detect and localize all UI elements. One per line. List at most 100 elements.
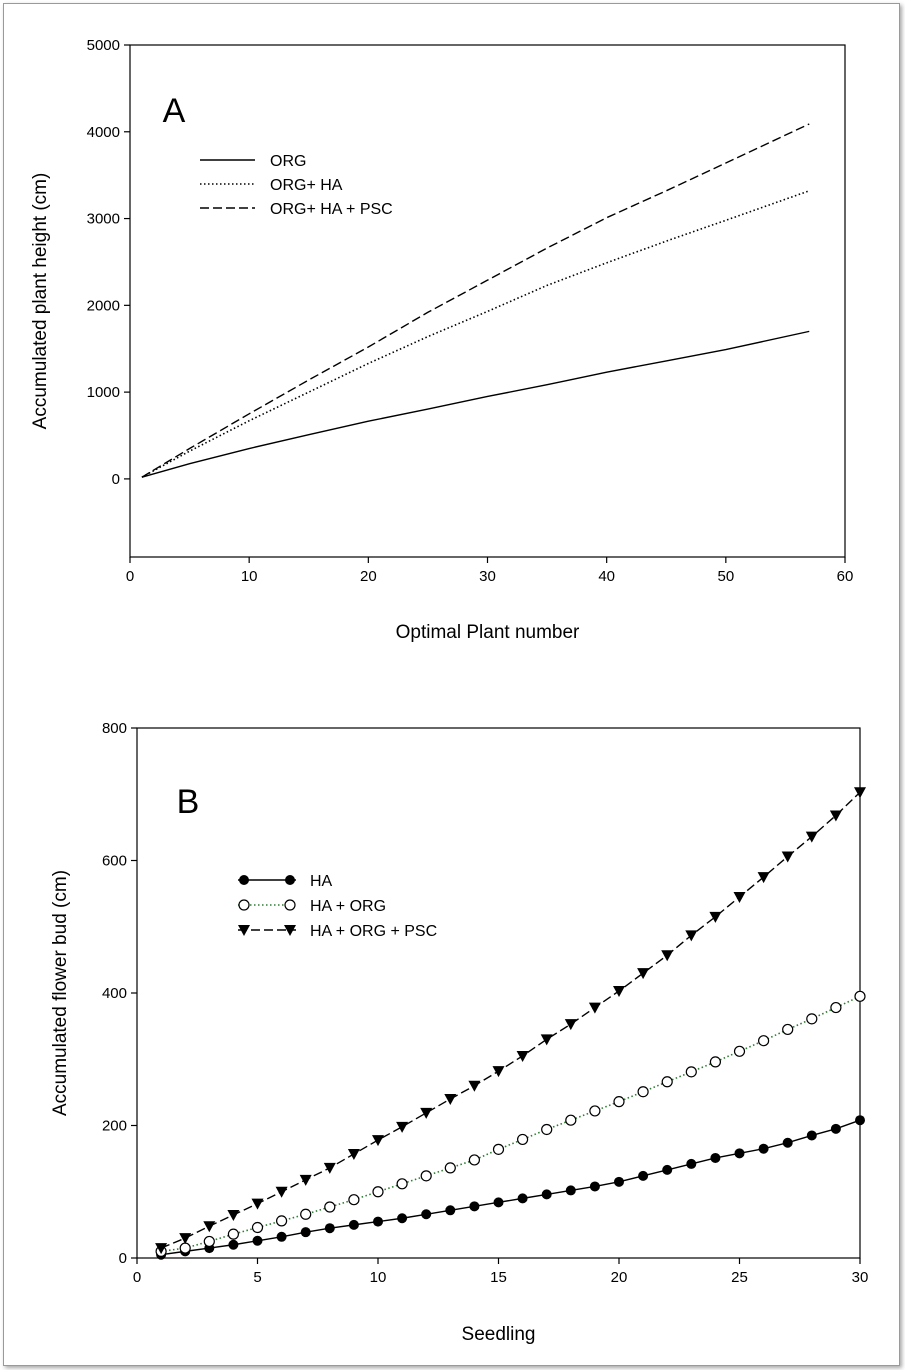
chart-panel-b: 0 200 400 600 800 0 5 10 15 20 25 30 Seedling Accumul…: [50, 720, 868, 1345]
y-tick-label: 800: [102, 720, 127, 737]
legend-label: HA + ORG + PSC: [310, 923, 437, 940]
data-point: [637, 968, 650, 980]
data-point: [468, 1154, 480, 1166]
data-point: [541, 1123, 553, 1136]
data-point: [284, 925, 296, 936]
y-axis-title: Accumulated flower bud (cm): [50, 870, 71, 1116]
y-tick-label: 4000: [87, 124, 120, 141]
data-point: [685, 1066, 697, 1078]
series-ha-org: [155, 990, 866, 1257]
data-point: [203, 1221, 216, 1233]
data-point: [492, 1143, 505, 1155]
series-line: [141, 190, 810, 478]
data-point: [781, 851, 794, 863]
legend-label: HA: [310, 873, 333, 890]
data-point: [238, 899, 250, 911]
data-point: [396, 1178, 408, 1190]
data-point: [420, 1107, 433, 1119]
y-tick-label: 600: [102, 853, 127, 870]
data-point: [373, 1216, 383, 1227]
data-point: [565, 1185, 576, 1196]
legend-entry: ORG+ HA: [200, 177, 343, 194]
data-point: [733, 891, 746, 903]
data-point: [323, 1162, 336, 1174]
x-tick-label: 20: [611, 1269, 628, 1286]
data-point: [854, 990, 866, 1002]
data-point: [251, 1221, 264, 1234]
data-point: [806, 1013, 818, 1025]
data-point: [179, 1242, 191, 1254]
data-point: [829, 810, 842, 822]
data-point: [300, 1208, 312, 1220]
data-point: [710, 1152, 721, 1163]
data-point: [348, 1219, 359, 1230]
data-point: [541, 1189, 552, 1200]
chart-panel-a: 0 1000 2000 3000 4000 5000 0 10 20 30 40 50 60 Optima…: [30, 37, 853, 643]
data-point: [251, 1198, 264, 1210]
x-tick-label: 10: [241, 568, 258, 585]
y-tick-label: 5000: [87, 37, 120, 54]
data-point: [300, 1227, 311, 1238]
x-tick-label: 40: [598, 568, 615, 585]
series-ha-org-psc: [155, 787, 866, 1255]
x-axis-title: Seedling: [462, 1324, 536, 1345]
data-point: [155, 1243, 168, 1255]
plot-area-frame: [129, 44, 846, 558]
x-tick-label: 30: [852, 1269, 869, 1286]
x-tick-label: 50: [717, 568, 734, 585]
data-point: [493, 1197, 504, 1208]
data-point: [324, 1223, 335, 1234]
x-axis-title: Optimal Plant number: [396, 622, 580, 643]
data-point: [709, 1056, 722, 1068]
figure-frame: [3, 3, 900, 1366]
series-org: [141, 330, 810, 478]
data-point: [662, 1164, 673, 1175]
data-point: [782, 1023, 794, 1036]
data-point: [589, 1181, 600, 1192]
legend-entry: HA + ORG + PSC: [238, 923, 437, 940]
data-point: [285, 875, 295, 885]
data-point: [758, 1143, 769, 1154]
data-point: [179, 1233, 192, 1245]
panel-letter: A: [163, 92, 186, 130]
x-tick-label: 0: [126, 568, 134, 585]
data-point: [661, 1076, 673, 1088]
data-point: [239, 875, 249, 885]
legend-label: ORG+ HA: [270, 177, 343, 194]
data-point: [757, 872, 770, 884]
data-point: [444, 1162, 456, 1174]
x-tick-label: 30: [479, 568, 496, 585]
data-point: [614, 1176, 624, 1187]
x-tick-label: 25: [731, 1269, 748, 1286]
legend-entry: ORG+ HA + PSC: [200, 201, 393, 218]
data-point: [421, 1209, 432, 1220]
data-point: [613, 986, 625, 998]
x-tick-label: 10: [370, 1269, 387, 1286]
data-point: [468, 1080, 481, 1092]
data-point: [638, 1170, 649, 1181]
data-point: [276, 1231, 287, 1242]
y-tick-label: 400: [102, 985, 127, 1002]
data-point: [396, 1121, 409, 1133]
data-point: [348, 1194, 360, 1206]
series-org-ha: [141, 190, 810, 478]
data-point: [733, 1045, 746, 1057]
panel-letter: B: [177, 783, 200, 821]
data-point: [588, 1002, 601, 1014]
legend-entry: ORG: [200, 153, 306, 170]
data-point: [854, 787, 866, 799]
x-tick-label: 60: [837, 568, 854, 585]
data-point: [709, 911, 722, 923]
data-point: [227, 1209, 240, 1221]
data-point: [420, 1170, 432, 1182]
data-point: [397, 1213, 408, 1224]
data-point: [372, 1186, 384, 1198]
data-point: [516, 1050, 529, 1062]
data-point: [805, 831, 818, 843]
data-point: [299, 1174, 312, 1186]
data-point: [782, 1137, 793, 1148]
legend-label: ORG+ HA + PSC: [270, 201, 393, 218]
data-point: [806, 1130, 817, 1141]
data-point: [516, 1133, 529, 1146]
